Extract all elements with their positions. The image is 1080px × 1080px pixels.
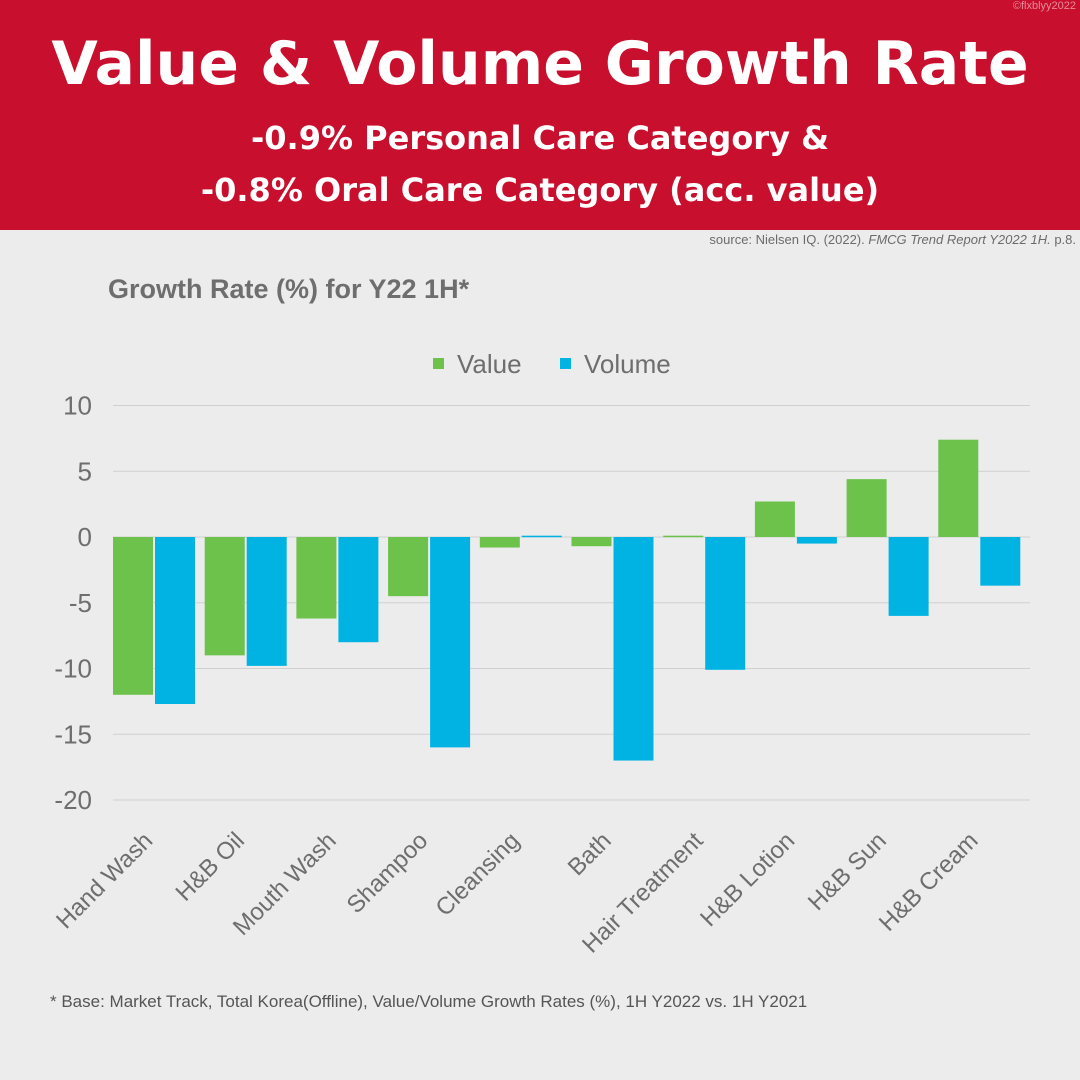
y-tick-label: -10 — [54, 654, 92, 684]
bar-value — [204, 537, 245, 656]
bar-volume — [338, 537, 379, 643]
bar-value — [663, 535, 704, 538]
bar-volume — [155, 537, 195, 705]
chart-legend: Value Volume — [433, 349, 671, 379]
bar-value — [479, 537, 520, 548]
bar-value — [296, 537, 337, 619]
chart-bars — [113, 439, 1021, 761]
y-tick-label: 0 — [78, 522, 92, 552]
bar-value — [846, 479, 887, 537]
source-prefix: source: Nielsen IQ. (2022). — [709, 232, 869, 247]
bar-volume — [705, 537, 746, 670]
growth-rate-chart: Growth Rate (%) for Y22 1H* Value Volume … — [51, 274, 1030, 959]
x-tick-label: H&B Cream — [874, 827, 984, 937]
bar-volume — [521, 535, 562, 538]
page-title: Value & Volume Growth Rate — [51, 29, 1029, 99]
chart-title: Growth Rate (%) for Y22 1H* — [108, 274, 470, 304]
subtitle-line-2: -0.8% Oral Care Category (acc. value) — [200, 171, 880, 209]
bar-volume — [980, 537, 1021, 586]
x-tick-label: H&B Sun — [803, 827, 892, 916]
bar-value — [938, 439, 979, 537]
x-tick-label: H&B Lotion — [695, 827, 800, 932]
x-tick-label: Bath — [563, 827, 617, 881]
bar-value — [113, 537, 153, 695]
x-tick-label: Hand Wash — [51, 827, 158, 934]
bar-volume — [430, 537, 471, 748]
y-tick-label: 5 — [78, 456, 92, 486]
y-axis-ticks: 10 5 0 -5 -10 -15 -20 — [54, 391, 92, 816]
bar-volume — [888, 537, 929, 616]
chart-gridlines — [113, 405, 1030, 801]
legend-swatch-value — [433, 358, 444, 369]
bar-volume — [613, 537, 654, 761]
source-citation: source: Nielsen IQ. (2022). FMCG Trend R… — [709, 232, 1076, 247]
source-title: FMCG Trend Report Y2022 1H. — [868, 232, 1051, 247]
x-tick-label: H&B Oil — [170, 827, 249, 906]
header-banner: Value & Volume Growth Rate -0.9% Persona… — [0, 0, 1080, 230]
y-tick-label: -15 — [54, 719, 92, 749]
legend-swatch-volume — [560, 358, 571, 369]
y-tick-label: 10 — [63, 391, 92, 421]
source-suffix: p.8. — [1050, 232, 1076, 247]
x-tick-label: Shampoo — [342, 827, 434, 919]
bar-volume — [246, 537, 287, 666]
subtitle-line-1: -0.9% Personal Care Category & — [251, 119, 829, 157]
bar-value — [571, 537, 612, 547]
bar-value — [388, 537, 429, 597]
legend-label-volume: Volume — [584, 349, 671, 379]
footnote: * Base: Market Track, Total Korea(Offlin… — [50, 992, 808, 1011]
credit-watermark: ©flxblyy2022 — [1012, 0, 1076, 12]
legend-label-value: Value — [457, 349, 522, 379]
y-tick-label: -5 — [69, 588, 92, 618]
x-tick-label: Cleansing — [430, 827, 525, 922]
bar-volume — [796, 537, 837, 544]
bar-value — [754, 501, 795, 537]
y-tick-label: -20 — [54, 785, 92, 815]
